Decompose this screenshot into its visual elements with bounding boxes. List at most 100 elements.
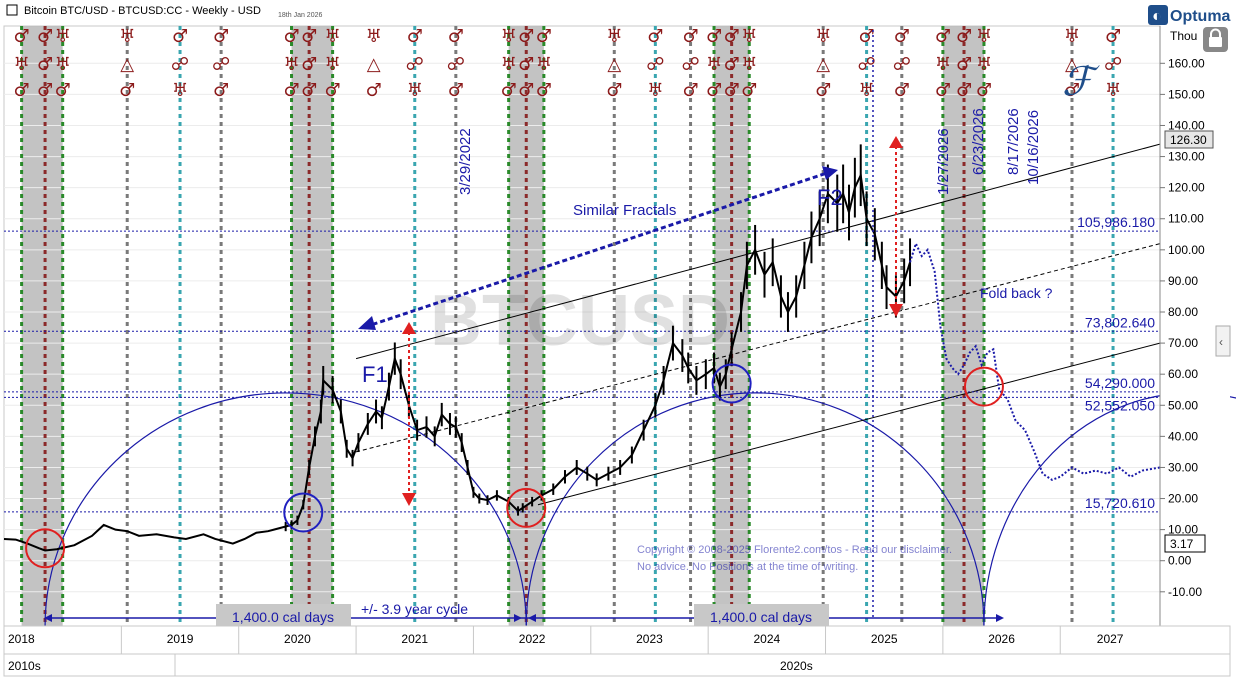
date-axis: 2018 2019 2020 2021 2022 2023 2024 2025 2026 2027… (3, 625, 1231, 677)
cycle-arc-0 (44, 392, 527, 627)
annotation-date-2026b: 6/23/2026 (970, 108, 987, 175)
glyph-18-1: ♅ (706, 54, 722, 75)
collapse-panel-bg[interactable] (1215, 325, 1231, 357)
glyph-0-1: ♅ (14, 54, 30, 75)
year-label-2026: 2026 (988, 632, 1015, 646)
annotations: Similar Fractals F1 F2 Fold back ? 3/29/… (44, 30, 1053, 626)
glyph-15-2: ♂ (606, 80, 622, 101)
cycle-span-arrow-mid-left (514, 614, 522, 622)
y-tick-label-7: 60.00 (1168, 367, 1198, 381)
y-ticks: -10.00 0.00 10.00 20.00 30.00 40.00 50.00 60.00… (1160, 56, 1205, 599)
y-tick-label-2: 10.00 (1168, 523, 1198, 537)
annotation-date-2026a: 1/27/2026 (935, 128, 952, 195)
lock-icon[interactable] (1203, 27, 1228, 52)
current-value-label: 3.17 (1170, 537, 1194, 551)
y-tick-label-6: 50.00 (1168, 398, 1198, 412)
year-labels: 2018 2019 2020 2021 2022 2023 2024 2025 2026 2027 (8, 626, 1124, 654)
decade-2010s: 2010s (8, 659, 41, 673)
annotation-f1: F1 (362, 362, 388, 387)
glyph-9-0: ♅ (366, 26, 382, 47)
optuma-logo: ◐ Optuma (1148, 5, 1231, 25)
glyph-17-1: ☍ (681, 54, 699, 75)
glyph-6-1: ♅ (283, 54, 299, 75)
glyph-12-2: ♂ (501, 80, 517, 101)
annotation-fold-back: Fold back ? (980, 285, 1053, 301)
glyph-26-2: ♂ (976, 80, 992, 101)
glyph-28-1: ☍ (1104, 54, 1122, 75)
glyph-23-1: ☍ (893, 54, 911, 75)
glyph-24-2: ♂ (935, 80, 951, 101)
glyph-14-2: ♂ (536, 80, 552, 101)
glyph-2-0: ♅ (55, 26, 71, 47)
glyph-18-2: ♂ (706, 80, 722, 101)
glyph-16-2: ♅ (647, 80, 663, 101)
window-square-icon[interactable] (6, 4, 18, 16)
units-label: Thou (1170, 29, 1197, 43)
cal-days-label-2: 1,400.0 cal days (710, 609, 812, 625)
fractal-arrow-head-left (358, 316, 376, 330)
last-price-badge (1164, 130, 1214, 149)
decade-row (3, 653, 1231, 677)
circle-markers (25, 363, 1004, 569)
glyph-17-0: ♂ (682, 26, 698, 47)
y-tick-label-8: 70.00 (1168, 336, 1198, 350)
lock-body-icon (1209, 37, 1222, 47)
year-label-2022: 2022 (519, 632, 546, 646)
glyph-5-2: ♂ (213, 80, 229, 101)
glyph-13-1: ♂ (518, 54, 534, 75)
y-tick-label-9: 80.00 (1168, 305, 1198, 319)
year-label-2020: 2020 (284, 632, 311, 646)
annotation-similar-fractals: Similar Fractals (573, 202, 676, 219)
glyph-10-1: ☍ (406, 54, 424, 75)
glyph-5-0: ♂ (213, 26, 229, 47)
glyph-0-0: ♂ (14, 26, 30, 47)
glyph-9-1: △ (367, 54, 381, 75)
year-label-2027: 2027 (1097, 632, 1124, 646)
glyph-5-1: ☍ (212, 54, 230, 75)
year-label-2019: 2019 (167, 632, 194, 646)
y-tick-label-15: 140.00 (1168, 118, 1205, 132)
glyph-3-1: △ (120, 54, 134, 75)
y-tick-label-3: 20.00 (1168, 492, 1198, 506)
chevron-left-icon: ‹ (1219, 335, 1223, 349)
glyph-27-1: △ (1065, 54, 1079, 75)
y-tick-label-4: 30.00 (1168, 460, 1198, 474)
collapse-panel-button[interactable]: ‹ (1215, 325, 1231, 357)
channel-line-0 (355, 143, 1161, 360)
copyright-line-1: Copyright © 2008-2025 Florente2.com/tos … (637, 544, 952, 556)
year-label-2024: 2024 (753, 632, 780, 646)
fractal-arrow (364, 170, 831, 329)
cycle-lines (20, 26, 1115, 626)
glyph-3-0: ♅ (119, 26, 135, 47)
glyph-16-0: ♂ (647, 26, 663, 47)
glyph-7-0: ♂ (301, 26, 317, 47)
glyph-6-0: ♂ (283, 26, 299, 47)
glyph-20-1: ♅ (741, 54, 757, 75)
glyph-21-2: ♂ (815, 80, 831, 101)
level-label-3: 52,552.050 (1085, 397, 1155, 413)
glyph-19-1: ♂ (724, 54, 740, 75)
cycle-label: +/- 3.9 year cycle (361, 601, 468, 617)
glyph-1-1: ♂ (37, 54, 53, 75)
decade-2020s: 2020s (780, 659, 813, 673)
glyph-22-0: ♂ (859, 26, 875, 47)
projection-series (909, 240, 1161, 482)
glyph-13-0: ♂ (518, 26, 534, 47)
glyph-11-1: ☍ (447, 54, 465, 75)
glyph-14-0: ♂ (536, 26, 552, 47)
year-label-2018: 2018 (8, 632, 35, 646)
last-price-label: 126.30 (1170, 133, 1207, 147)
year-label-2021: 2021 (401, 632, 428, 646)
glyph-27-0: ♅ (1064, 26, 1080, 47)
glyph-21-1: △ (816, 54, 830, 75)
glyph-11-2: ♂ (448, 80, 464, 101)
copyright-line-2: No advice. No Positions at the time of w… (637, 561, 858, 573)
y-tick-label-5: 40.00 (1168, 429, 1198, 443)
glyph-4-0: ♂ (172, 26, 188, 47)
glyph-7-1: ♂ (301, 54, 317, 75)
chart-date: 18th Jan 2026 (278, 12, 322, 19)
glyph-1-2: ♂ (37, 80, 53, 101)
glyph-21-0: ♅ (815, 26, 831, 47)
glyph-24-1: ♅ (935, 54, 951, 75)
channel-line-2 (537, 342, 1161, 506)
